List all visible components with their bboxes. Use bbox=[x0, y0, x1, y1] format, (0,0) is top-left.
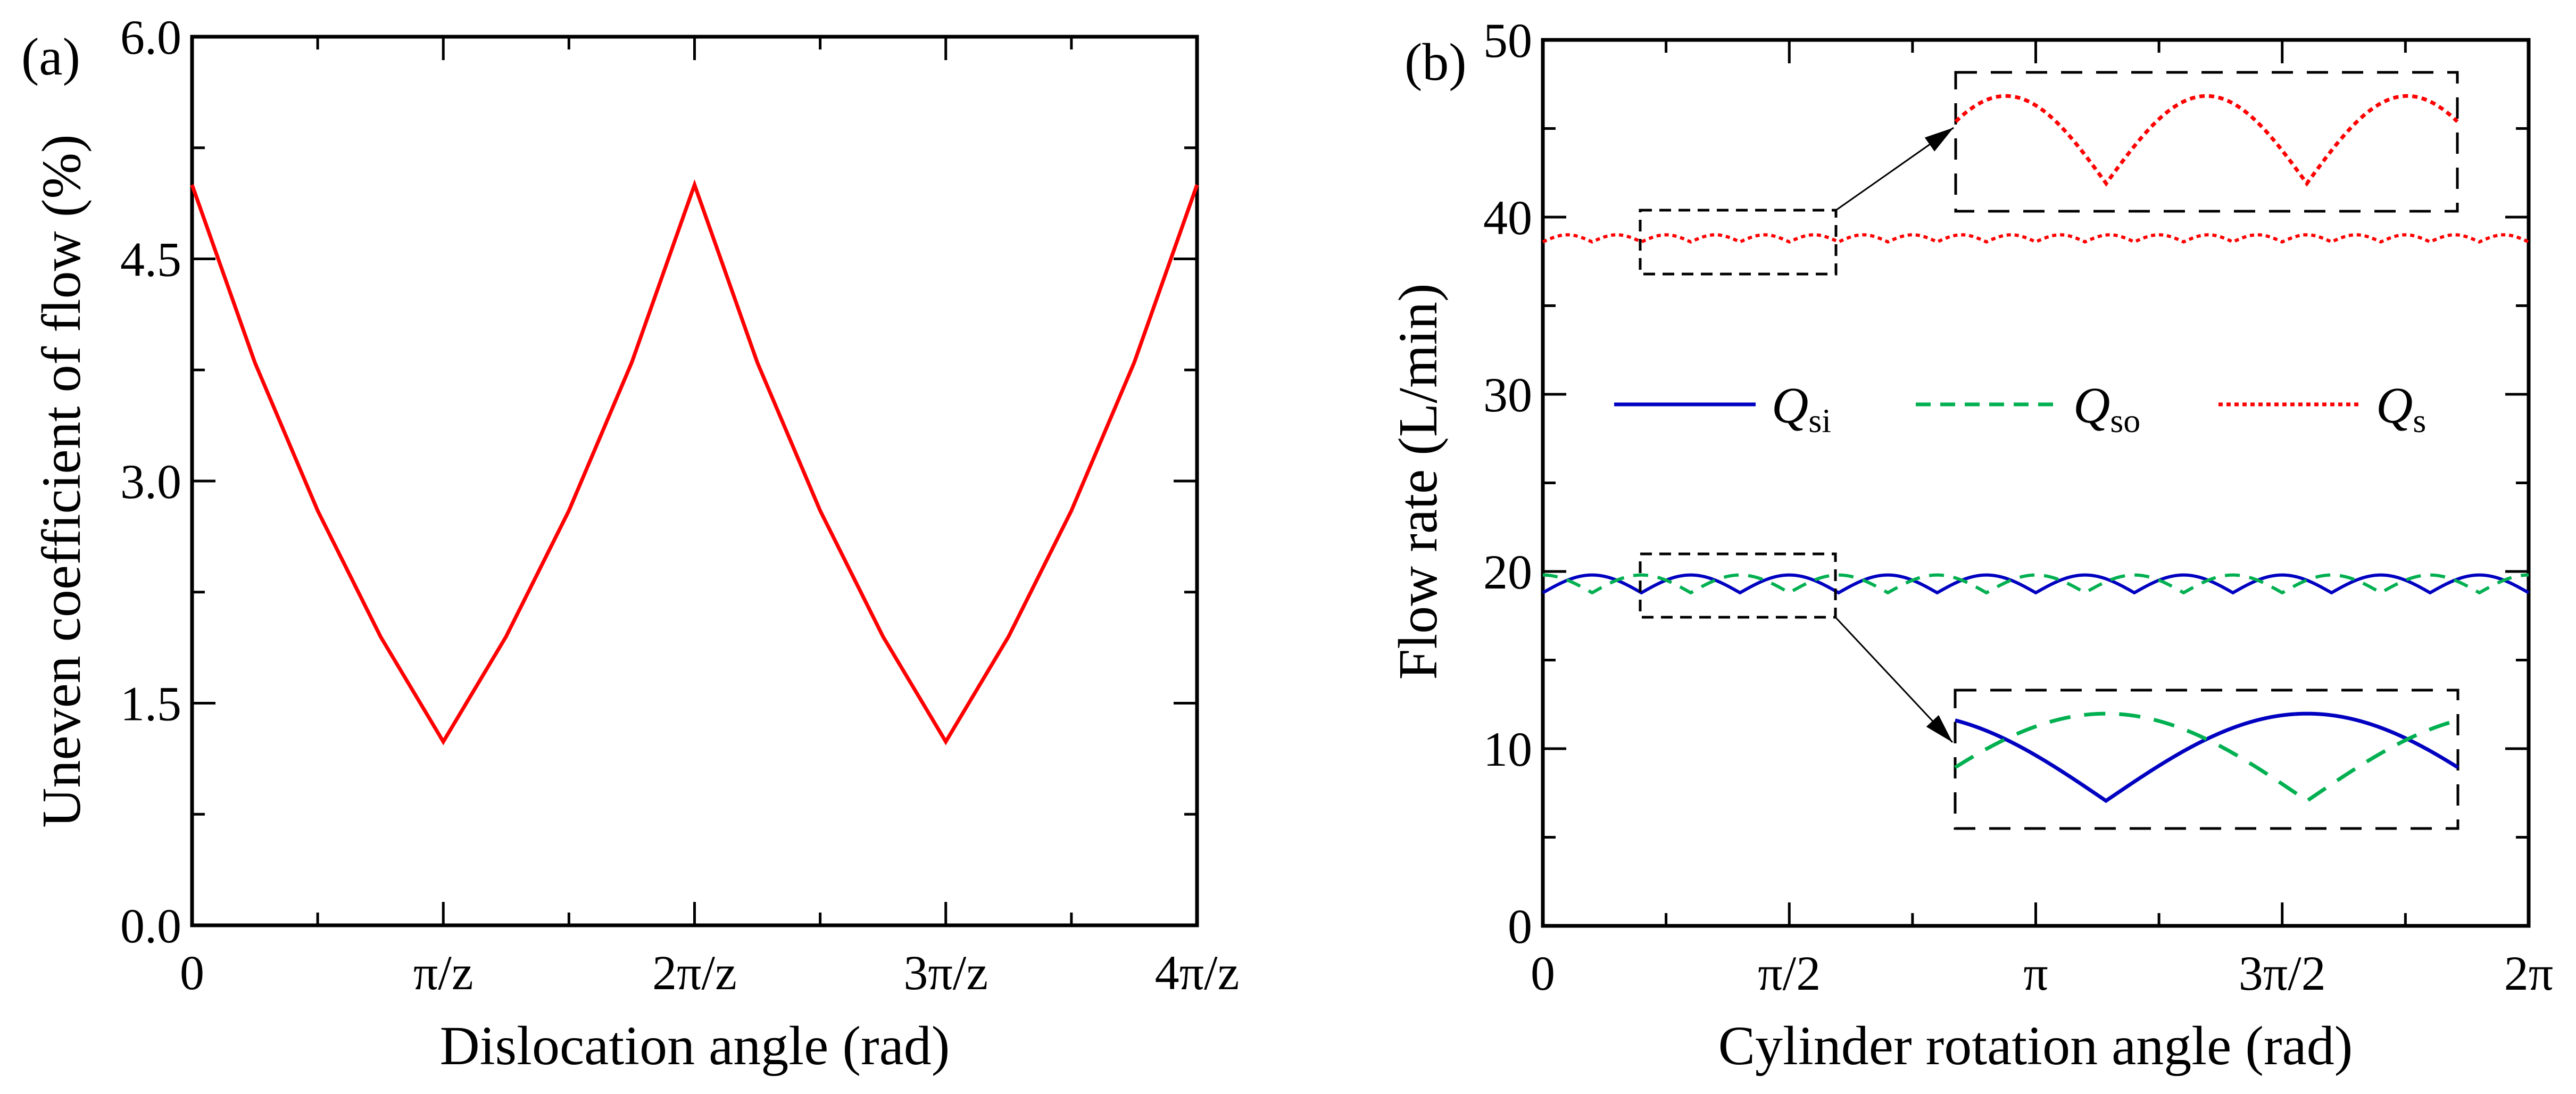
panel-b-y-tick-label: 20 bbox=[1483, 545, 1532, 599]
panel-b-x-tick-label: π/2 bbox=[1758, 946, 1821, 1000]
inset-series-line-qs bbox=[1954, 94, 2459, 187]
legend-symbol: Q bbox=[2376, 377, 2413, 434]
panel-a-y-tick-label: 4.5 bbox=[120, 233, 181, 287]
zoom-inset-frame bbox=[1954, 689, 2459, 830]
zoom-insets bbox=[1639, 71, 2459, 830]
panel-a: (a) 0 π/z 2π/z 3π/z 4π/z 0.0 1.5 3.0 4.5 6.0 Disl… bbox=[21, 10, 1239, 1076]
panel-b-y-axis-title: Flow rate (L/min) bbox=[1387, 283, 1449, 679]
legend: Qsi Qso Qs bbox=[1614, 377, 2426, 440]
panel-a-x-tick-label: π/z bbox=[413, 946, 473, 1000]
legend-subscript: si bbox=[1808, 402, 1831, 440]
panel-b-y-tick-label: 0 bbox=[1508, 899, 1532, 954]
legend-label-s: Qs bbox=[2376, 377, 2426, 440]
legend-subscript: so bbox=[2110, 402, 2140, 440]
panel-a-y-tick-label: 3.0 bbox=[120, 454, 181, 509]
panel-b-label: (b) bbox=[1405, 32, 1467, 92]
panel-b-y-tick-label: 50 bbox=[1483, 13, 1532, 68]
legend-label-so: Qso bbox=[2073, 377, 2140, 440]
panel-a-x-tick-label: 0 bbox=[180, 946, 204, 1000]
panel-a-plot-area: 0 π/z 2π/z 3π/z 4π/z 0.0 1.5 3.0 4.5 6.0 bbox=[120, 10, 1239, 1000]
zoom-arrow-head-icon bbox=[1924, 128, 1954, 152]
panel-a-frame bbox=[190, 35, 1199, 927]
panel-a-y-tick-label: 0.0 bbox=[120, 899, 181, 953]
panel-b-x-tick-label: 3π/2 bbox=[2239, 946, 2326, 1000]
series-line-qsi bbox=[1542, 573, 2530, 595]
zoom-source-box bbox=[1639, 552, 1837, 619]
panel-b-y-tick-label: 40 bbox=[1483, 190, 1532, 245]
series-line-uneven-coefficient bbox=[190, 179, 1199, 745]
panel-a-y-tick-label: 6.0 bbox=[120, 10, 181, 64]
legend-label-si: Qsi bbox=[1772, 377, 1831, 440]
legend-subscript: s bbox=[2413, 402, 2426, 440]
panel-a-x-tick-label: 4π/z bbox=[1155, 946, 1240, 1000]
panel-b-x-tick-label: π bbox=[2023, 946, 2048, 1000]
panel-a-x-axis-title: Dislocation angle (rad) bbox=[440, 1015, 950, 1076]
legend-symbol: Q bbox=[2073, 377, 2110, 434]
inset-series-line-qso bbox=[1954, 711, 2458, 803]
zoom-inset-frame bbox=[1954, 71, 2459, 213]
panel-a-y-tick-label: 1.5 bbox=[120, 677, 181, 731]
zoom-arrow-head-icon bbox=[1926, 715, 1952, 742]
panel-a-y-axis-title: Uneven coefficient of flow (%) bbox=[31, 134, 92, 827]
zoom-source-box bbox=[1639, 209, 1838, 276]
series-line-qso bbox=[1542, 573, 2529, 595]
panel-b: (b) 0 π/2 π 3π/2 2π 0 10 20 30 40 50 Cylinder rota… bbox=[1387, 13, 2553, 1076]
panel-a-x-tick-label: 3π/z bbox=[903, 946, 988, 1000]
panel-b-y-tick-label: 10 bbox=[1483, 722, 1532, 776]
legend-symbol: Q bbox=[1772, 377, 1808, 434]
panel-b-y-tick-label: 30 bbox=[1483, 368, 1532, 422]
panel-b-x-tick-label: 2π bbox=[2504, 946, 2553, 1000]
panel-b-plot-area: 0 π/2 π 3π/2 2π 0 10 20 30 40 50 bbox=[1483, 13, 2553, 1000]
series-line-qs bbox=[1542, 233, 2530, 244]
panel-a-label: (a) bbox=[21, 27, 80, 86]
panel-b-x-tick-label: 0 bbox=[1531, 946, 1555, 1000]
panel-b-x-axis-title: Cylinder rotation angle (rad) bbox=[1718, 1015, 2353, 1076]
panel-b-frame bbox=[1541, 38, 2531, 928]
panel-a-x-tick-label: 2π/z bbox=[652, 946, 737, 1000]
